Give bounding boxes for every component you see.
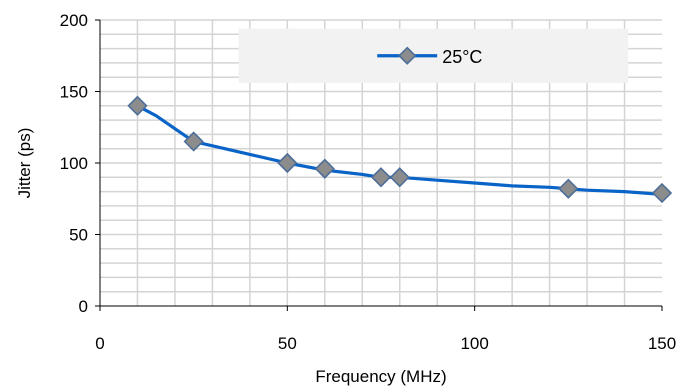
y-axis-title: Jitter (ps) <box>15 128 34 199</box>
y-tick-label: 150 <box>60 83 88 102</box>
y-tick-label: 50 <box>69 226 88 245</box>
tick-labels: 0 50 100 150 200 0 50 100 150 <box>60 11 677 353</box>
data-point <box>277 152 298 174</box>
data-point <box>651 182 673 204</box>
data-point <box>183 131 204 152</box>
x-tick-label: 150 <box>648 334 676 353</box>
y-tick-label: 0 <box>79 297 88 316</box>
x-tick-label: 50 <box>278 334 297 353</box>
x-tick-label: 0 <box>95 334 104 353</box>
data-point <box>370 167 392 188</box>
y-tick-label: 100 <box>60 154 88 173</box>
data-point <box>558 178 579 199</box>
data-point <box>389 167 410 188</box>
data-point <box>127 95 148 116</box>
data-point <box>314 158 335 179</box>
axes <box>95 19 663 311</box>
plot-area <box>127 95 673 204</box>
x-tick-label: 100 <box>460 334 488 353</box>
legend: 25°C <box>377 46 482 67</box>
x-axis-title: Frequency (MHz) <box>315 367 446 386</box>
legend-marker <box>398 46 417 65</box>
y-tick-label: 200 <box>60 11 88 30</box>
legend-label: 25°C <box>442 47 482 67</box>
